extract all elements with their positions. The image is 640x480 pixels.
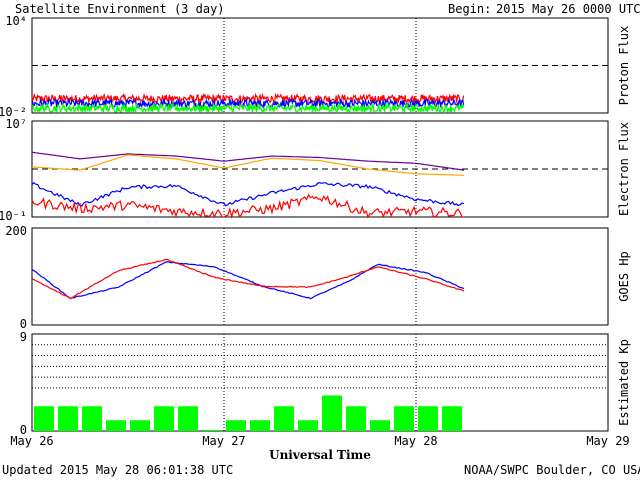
- electron-flux-series-purple: [31, 151, 465, 171]
- electron-flux-series-orange: [31, 154, 465, 176]
- proton-flux-y-tick-label: 10⁴: [5, 14, 27, 28]
- credit-label: NOAA/SWPC Boulder, CO USA: [464, 463, 640, 477]
- kp-bar: [226, 420, 246, 431]
- proton-flux-series-green: [31, 102, 465, 115]
- electron-flux-axis-label: Electron Flux: [617, 122, 631, 216]
- x-tick-label: May 26: [10, 434, 53, 448]
- x-axis-title: Universal Time: [269, 448, 371, 462]
- proton-flux-y-tick-label: 10⁻²: [0, 105, 27, 119]
- x-tick-label: May 29: [586, 434, 629, 448]
- estimated-kp-y-tick-label: 0: [20, 423, 27, 437]
- proton-flux-series-red: [31, 92, 465, 105]
- kp-bar: [58, 406, 78, 431]
- goes-hp-y-tick-label: 200: [5, 224, 27, 238]
- estimated-kp-panel-frame: [31, 333, 609, 432]
- proton-flux-series-blue: [31, 97, 465, 110]
- kp-bar: [154, 406, 174, 431]
- kp-bar: [34, 406, 54, 431]
- kp-bar: [106, 420, 126, 431]
- goes-hp-series-blue: [31, 261, 465, 300]
- estimated-kp-y-tick-label: 9: [20, 330, 27, 344]
- x-tick-label: May 27: [202, 434, 245, 448]
- begin-value: 2015 May 26 0000 UTC: [496, 2, 640, 16]
- electron-flux-y-tick-label: 10⁻¹: [0, 209, 27, 223]
- kp-bar: [370, 420, 390, 431]
- begin-label: Begin:: [448, 2, 492, 16]
- kp-bar: [394, 406, 414, 431]
- goes-hp-axis-label: GOES Hp: [617, 251, 631, 302]
- electron-flux-y-tick-label: 10⁷: [5, 117, 27, 131]
- goes-hp-panel-frame: [31, 227, 609, 326]
- kp-bar: [298, 420, 318, 431]
- kp-bar: [82, 406, 102, 431]
- estimated-kp-axis-label: Estimated Kp: [617, 339, 631, 426]
- kp-bar: [250, 420, 270, 431]
- x-tick-label: May 28: [394, 434, 437, 448]
- kp-bar: [274, 406, 294, 431]
- kp-bar: [178, 406, 198, 431]
- updated-timestamp: Updated 2015 May 28 06:01:38 UTC: [2, 463, 234, 477]
- goes-hp-y-tick-label: 0: [20, 317, 27, 331]
- kp-bar: [322, 395, 342, 431]
- kp-bar: [202, 429, 222, 431]
- goes-hp-series-red: [31, 258, 465, 300]
- kp-bar: [418, 406, 438, 431]
- proton-flux-axis-label: Proton Flux: [617, 26, 631, 105]
- kp-bar: [130, 420, 150, 431]
- electron-flux-series-red: [31, 193, 464, 219]
- chart-title: Satellite Environment (3 day): [15, 2, 225, 16]
- kp-bar: [346, 406, 366, 431]
- electron-flux-series-blue: [31, 182, 465, 207]
- kp-bar: [442, 406, 462, 431]
